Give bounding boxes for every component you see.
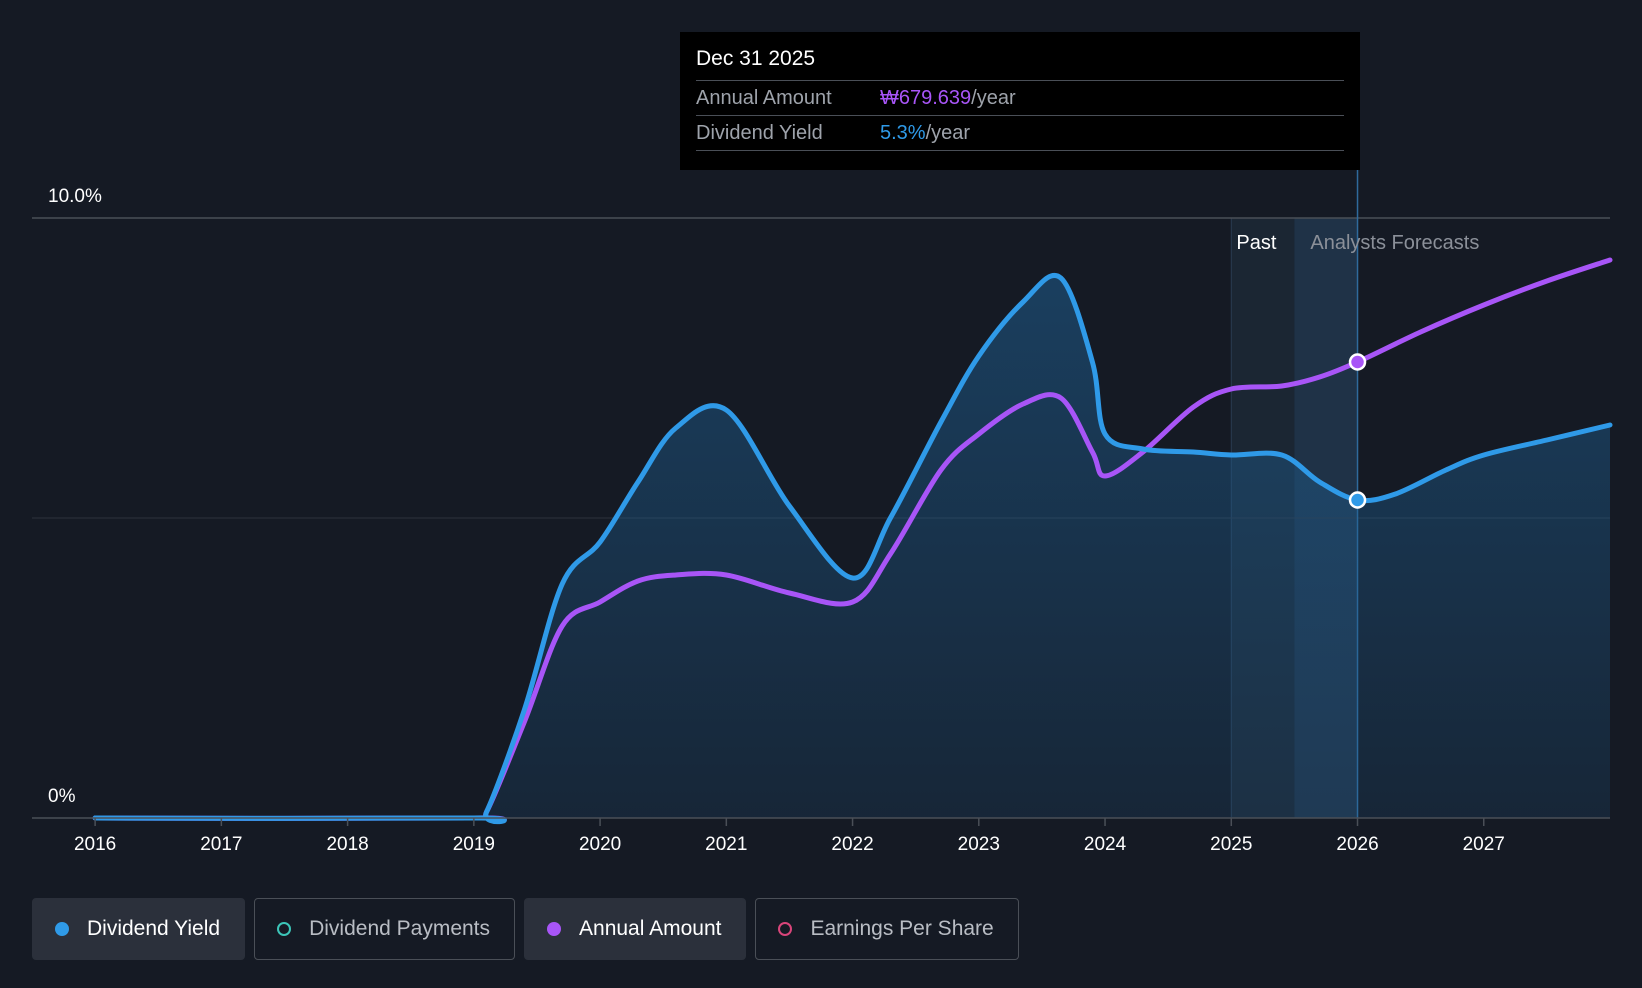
x-tick-label: 2021 — [705, 834, 747, 855]
x-tick-label: 2023 — [958, 834, 1000, 855]
x-tick-label: 2025 — [1210, 834, 1252, 855]
legend-dot-icon — [547, 922, 562, 936]
legend-dot-icon — [55, 922, 69, 936]
tooltip: Dec 31 2025 Annual Amount ₩679.639 /year… — [680, 32, 1360, 170]
legend-label: Dividend Yield — [87, 917, 221, 940]
legend: Dividend Yield Dividend Payments Annual … — [32, 898, 1019, 960]
tooltip-row-dividend-yield: Dividend Yield 5.3% /year — [696, 116, 1344, 151]
tooltip-unit: /year — [925, 122, 971, 144]
legend-label: Annual Amount — [579, 917, 722, 940]
x-tick-label: 2016 — [74, 834, 116, 855]
x-tick-label: 2018 — [326, 834, 368, 855]
legend-dividend-yield-button[interactable]: Dividend Yield — [32, 898, 246, 960]
tooltip-date: Dec 31 2025 — [696, 44, 1344, 81]
tooltip-row-annual-amount: Annual Amount ₩679.639 /year — [696, 81, 1344, 116]
y-tick-label: 10.0% — [48, 186, 102, 207]
x-tick-label: 2019 — [453, 834, 495, 855]
legend-ring-icon — [277, 922, 292, 936]
tooltip-value: 5.3% — [880, 122, 926, 144]
tooltip-label: Dividend Yield — [696, 122, 823, 144]
x-tick-label: 2024 — [1084, 834, 1127, 855]
past-region-label: Past — [1236, 232, 1276, 254]
tooltip-value: ₩679.639 — [880, 87, 972, 109]
tooltip-unit: /year — [971, 87, 1016, 109]
tooltip-label: Annual Amount — [696, 87, 832, 109]
x-tick-label: 2026 — [1336, 834, 1378, 855]
x-tick-label: 2022 — [831, 834, 873, 855]
legend-ring-icon — [778, 922, 793, 936]
x-tick-label: 2017 — [200, 834, 242, 855]
legend-label: Earnings Per Share — [810, 917, 994, 940]
legend-annual-amount-button[interactable]: Annual Amount — [524, 898, 747, 960]
dividend-yield-area — [95, 275, 1611, 822]
annual-amount-line — [92, 257, 1613, 824]
legend-label: Dividend Payments — [309, 917, 491, 940]
x-tick-label: 2027 — [1463, 834, 1505, 855]
legend-dividend-payments-button[interactable]: Dividend Payments — [254, 898, 516, 960]
dividend-yield-marker — [1348, 491, 1367, 509]
annual-amount-marker — [1348, 353, 1367, 371]
forecast-region-label: Analysts Forecasts — [1310, 232, 1479, 254]
y-tick-label: 0% — [48, 786, 76, 807]
legend-earnings-per-share-button[interactable]: Earnings Per Share — [755, 898, 1019, 960]
x-tick-label: 2020 — [579, 834, 621, 855]
